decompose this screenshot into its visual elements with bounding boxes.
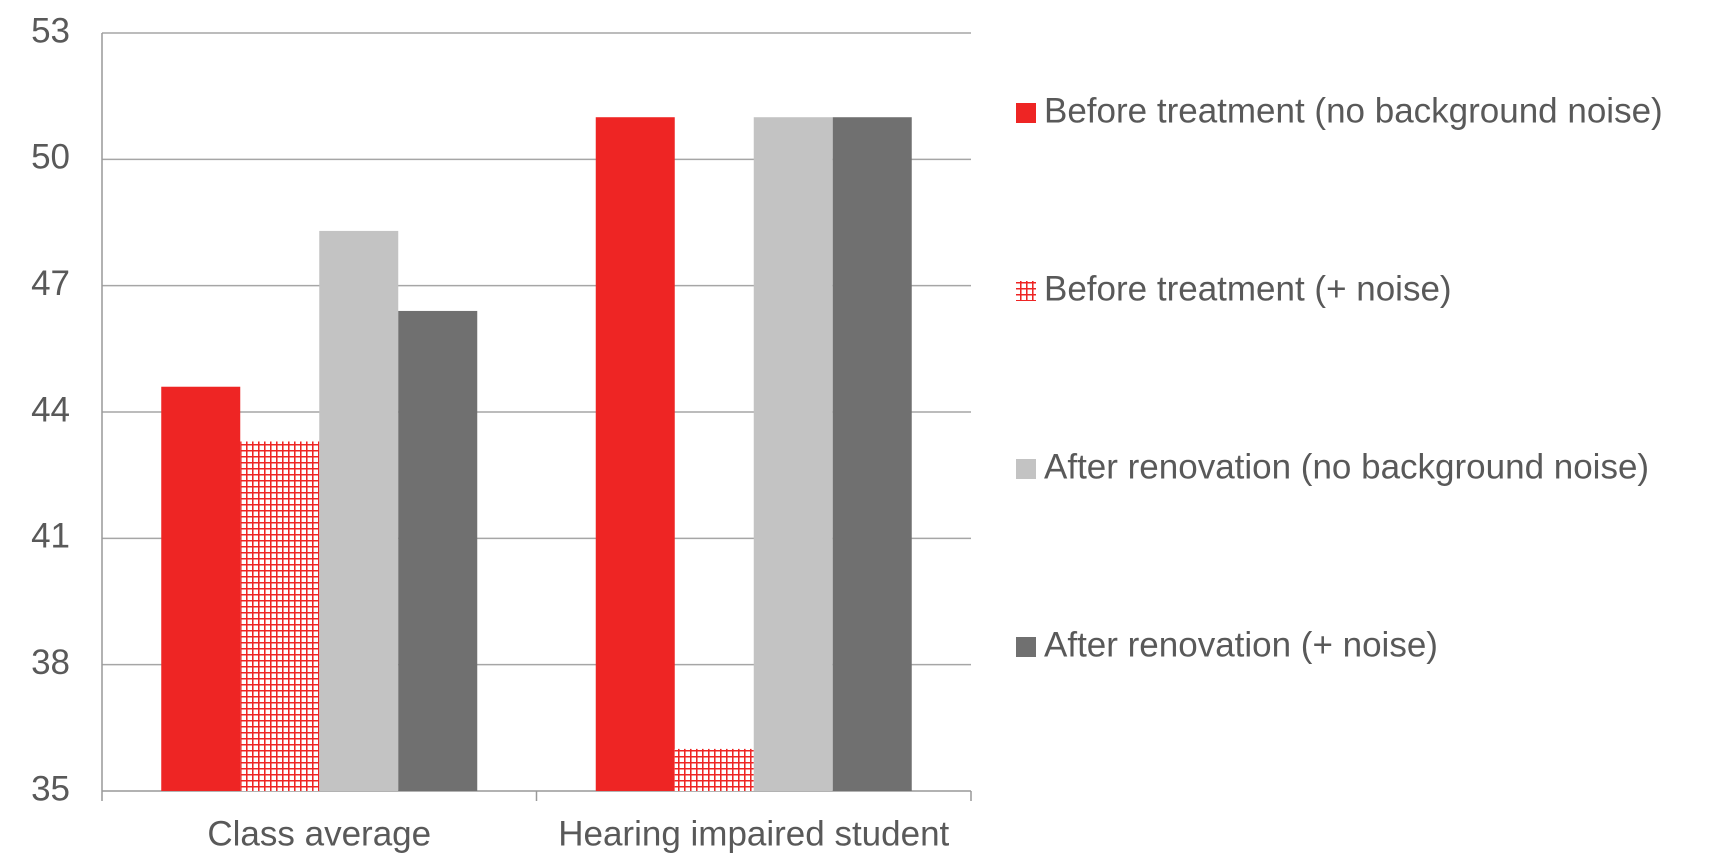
x-tick-label: Hearing impaired student <box>558 814 949 853</box>
bar <box>240 441 320 791</box>
legend-label: Before treatment (+ noise) <box>1044 269 1452 308</box>
y-tick-label: 47 <box>31 264 70 303</box>
y-tick-label: 44 <box>31 390 70 429</box>
bar <box>161 386 241 791</box>
legend-label: After renovation (no background noise) <box>1044 447 1649 486</box>
y-tick-label: 38 <box>31 643 70 682</box>
bar <box>319 230 399 791</box>
bar <box>398 310 478 791</box>
legend-label: Before treatment (no background noise) <box>1044 91 1663 130</box>
legend-swatch <box>1016 637 1036 657</box>
bar <box>832 117 912 791</box>
y-tick-label: 35 <box>31 769 70 808</box>
y-tick-label: 53 <box>31 11 70 50</box>
bar <box>753 117 833 791</box>
bar <box>595 117 675 791</box>
y-tick-label: 50 <box>31 138 70 177</box>
bar <box>674 748 754 791</box>
legend-swatch <box>1016 281 1036 301</box>
x-tick-label: Class average <box>207 814 431 853</box>
legend-swatch <box>1016 459 1036 479</box>
y-tick-label: 41 <box>31 517 70 556</box>
legend-label: After renovation (+ noise) <box>1044 625 1438 664</box>
legend-swatch <box>1016 103 1036 123</box>
